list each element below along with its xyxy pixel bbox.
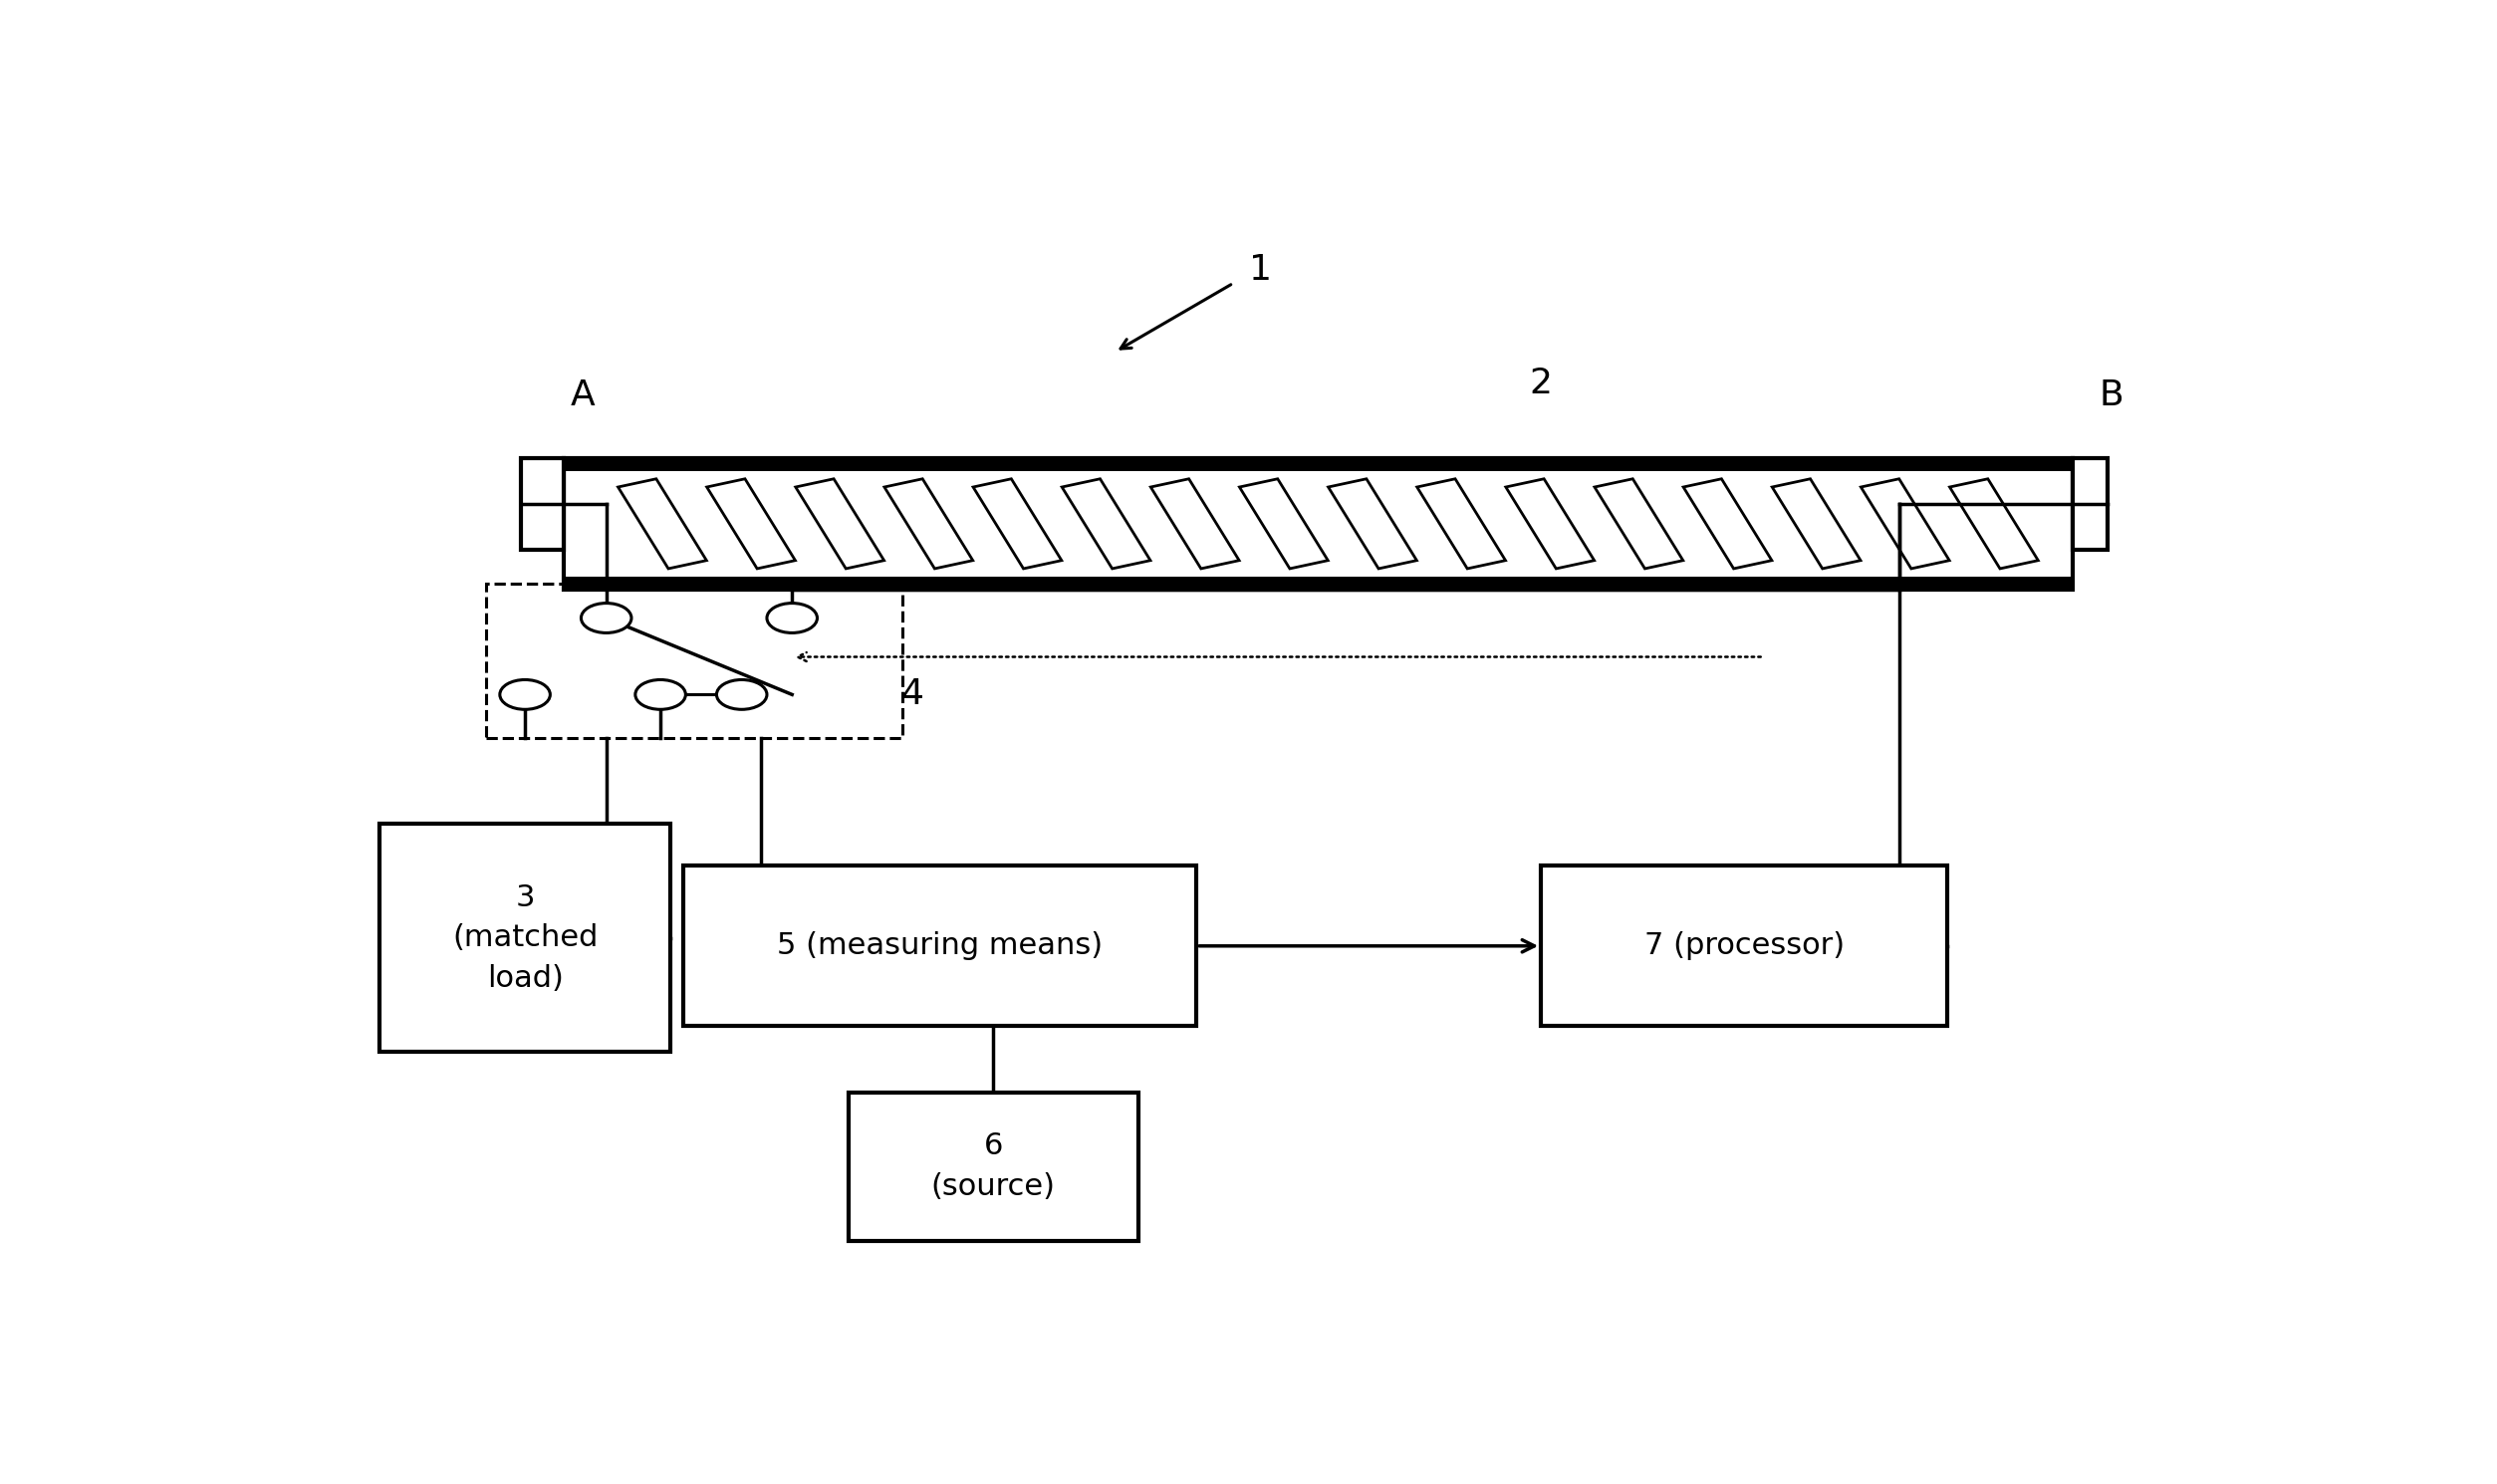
Polygon shape — [707, 479, 794, 568]
Polygon shape — [1506, 479, 1593, 568]
Polygon shape — [1151, 479, 1239, 568]
Polygon shape — [884, 479, 974, 568]
Polygon shape — [1950, 479, 2038, 568]
Text: 3
(matched
load): 3 (matched load) — [452, 883, 597, 993]
Polygon shape — [1239, 479, 1328, 568]
Polygon shape — [619, 479, 707, 568]
Polygon shape — [1328, 479, 1416, 568]
Text: 2: 2 — [1531, 367, 1553, 401]
Circle shape — [499, 680, 549, 709]
Polygon shape — [797, 479, 884, 568]
Circle shape — [717, 680, 767, 709]
Polygon shape — [1061, 479, 1151, 568]
Bar — [564, 577, 2073, 589]
Bar — [2073, 459, 2107, 551]
Text: B: B — [2100, 378, 2125, 413]
Circle shape — [767, 603, 817, 632]
Polygon shape — [1416, 479, 1506, 568]
Bar — [564, 459, 2073, 470]
Polygon shape — [1860, 479, 1950, 568]
Bar — [487, 583, 901, 738]
Circle shape — [634, 680, 687, 709]
Bar — [684, 867, 1196, 1025]
Bar — [1541, 867, 1948, 1025]
Text: A: A — [572, 378, 594, 413]
Bar — [849, 1092, 1139, 1241]
Bar — [564, 459, 2073, 589]
Text: 1: 1 — [1248, 252, 1271, 286]
Circle shape — [582, 603, 632, 632]
Polygon shape — [1773, 479, 1860, 568]
Text: 7 (processor): 7 (processor) — [1643, 932, 1845, 960]
Bar — [380, 824, 669, 1052]
Polygon shape — [974, 479, 1061, 568]
Text: 6
(source): 6 (source) — [931, 1132, 1056, 1201]
Text: 4: 4 — [901, 678, 924, 711]
Polygon shape — [1596, 479, 1683, 568]
Text: 5 (measuring means): 5 (measuring means) — [777, 932, 1104, 960]
Bar — [522, 459, 564, 551]
Polygon shape — [1683, 479, 1773, 568]
